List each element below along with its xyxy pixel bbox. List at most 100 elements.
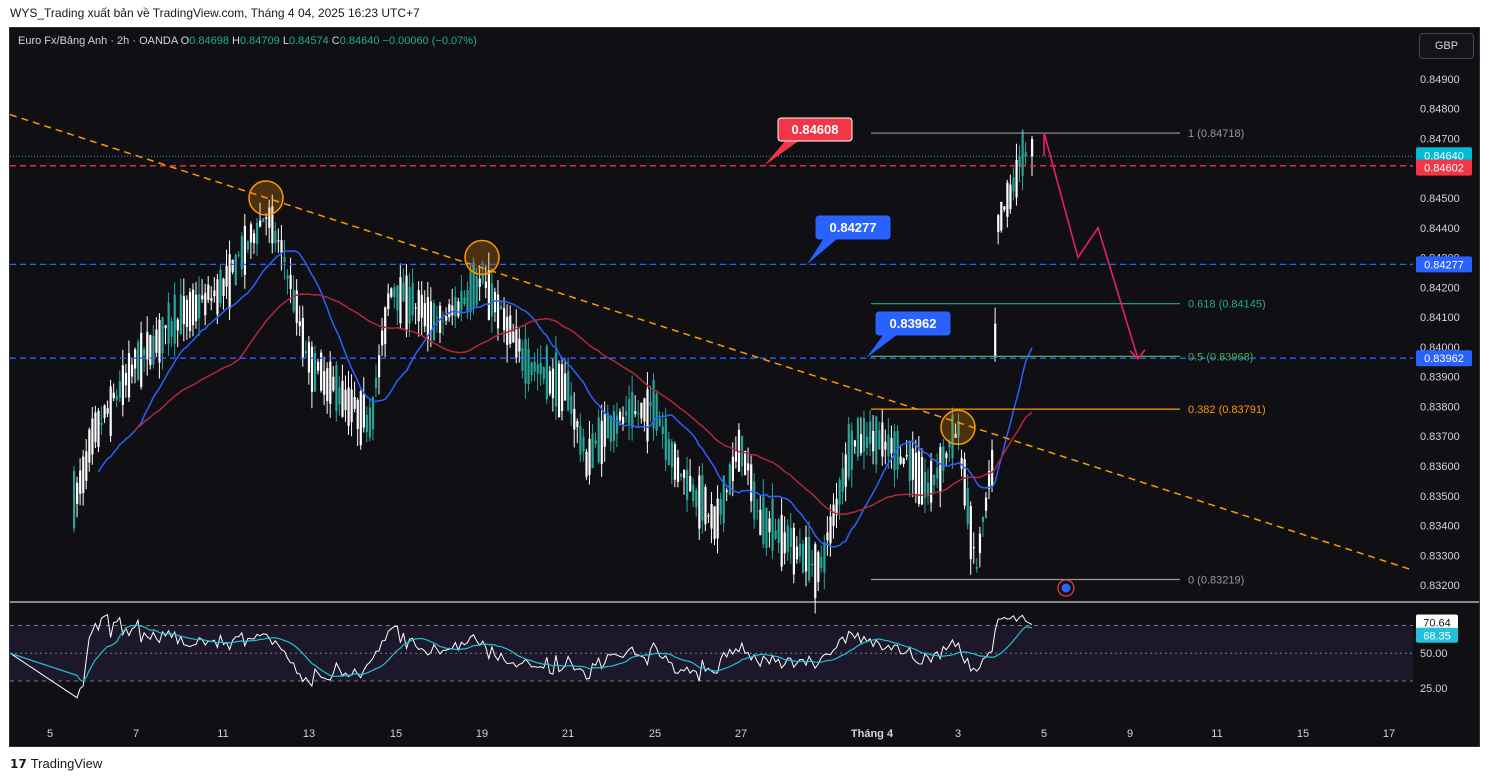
candle-body [774,530,777,539]
candle-body [426,296,429,340]
candle-body [210,297,213,301]
price-axis-label: 0.83500 [1420,491,1460,503]
chart-canvas[interactable]: 0.849000.848000.847000.846000.845000.844… [10,28,1479,746]
candle-body [496,294,500,329]
candle-body [740,435,744,467]
candle-body [445,316,448,321]
candle-body [451,305,454,316]
fib-label: 0.382 (0.83791) [1188,404,1266,416]
candle-body [463,297,466,305]
tradingview-footer[interactable]: 𝟭𝟳 TradingView [10,756,102,771]
candle-body [811,563,814,566]
candle-body [146,332,149,360]
candle-body [527,349,530,384]
candle-body [100,423,103,426]
candle-body [359,391,362,446]
candle-body [689,475,692,492]
candle-body [521,348,524,371]
candle-body [783,532,786,554]
candle-body [384,307,387,345]
candle-body [984,497,988,511]
currency-button[interactable]: GBP [1419,33,1474,59]
candle-body [533,361,536,372]
candle-body [1018,156,1021,168]
candle-body [353,396,356,409]
candle-body [789,527,792,547]
candle-body [222,278,225,296]
candle-body [362,394,365,428]
candle-body [152,335,155,365]
time-axis-label: 11 [1211,728,1222,740]
candle-body [869,421,872,444]
candle-body [408,286,411,324]
candle-body [756,510,759,512]
time-axis-label: 15 [390,728,402,740]
candle-body [887,434,890,457]
candle-body [615,415,619,434]
trendline-touch-circle [248,180,284,216]
candle-body [173,294,176,344]
event-marker-dot [1061,583,1071,593]
price-badge [1416,159,1472,176]
candle-body [115,395,118,400]
candle-body [972,547,975,549]
ma-slow-line [134,293,1033,516]
price-axis-label: 0.83800 [1420,401,1460,413]
candle-body [170,321,173,337]
candle-body [381,330,384,346]
candle-body [734,451,738,462]
candle-body [292,289,295,312]
candle-body [347,387,350,426]
candle-body [506,316,509,346]
price-axis-label: 0.83600 [1420,461,1460,473]
callout-label: 0.83962 [890,316,937,331]
candle-body [652,379,655,429]
candle-body [835,498,838,516]
candle-body [326,368,329,402]
time-axis-label: 11 [217,728,228,740]
candle-body [661,426,664,435]
candle-body [914,452,917,494]
candle-body [469,270,472,313]
candle-body [313,352,317,392]
symbol-name[interactable]: Euro Fx/Bảng Anh · 2h · OANDA [18,35,178,47]
candle-body [585,451,588,477]
time-axis-label: 5 [47,728,53,740]
projection-arrowhead [1129,349,1146,360]
candle-body [356,399,359,429]
candle-body [978,533,982,554]
candle-body [143,349,146,356]
candle-body [814,544,817,599]
candle-body [975,567,978,569]
candle-body [191,289,195,326]
candle-body [195,294,198,322]
candle-body [265,217,268,219]
candle-body [396,285,399,311]
chart-frame[interactable]: 0.849000.848000.847000.846000.845000.844… [9,27,1480,747]
candle-body [411,282,414,316]
candle-body [484,281,487,288]
candle-body [310,346,314,392]
candle-body [399,277,402,324]
candle-body [631,392,634,428]
candle-body [1003,206,1006,210]
candle-body [792,527,795,575]
callout-box [815,215,891,240]
candle-body [878,430,881,450]
candle-body [503,308,506,331]
candle-body [454,296,457,317]
time-axis-label: 21 [562,728,574,740]
candle-body [744,450,747,475]
candle-body [82,456,85,493]
candle-body [917,451,921,505]
candle-body [829,516,832,544]
candle-body [88,429,91,463]
candle-body [579,425,582,455]
price-axis-label: 0.83900 [1420,372,1460,384]
candle-body [271,206,274,244]
candle-body [344,389,347,411]
fib-label: 0.618 (0.84145) [1188,299,1266,311]
candle-body [301,317,304,359]
candle-body [130,364,134,377]
candle-body [500,306,503,310]
